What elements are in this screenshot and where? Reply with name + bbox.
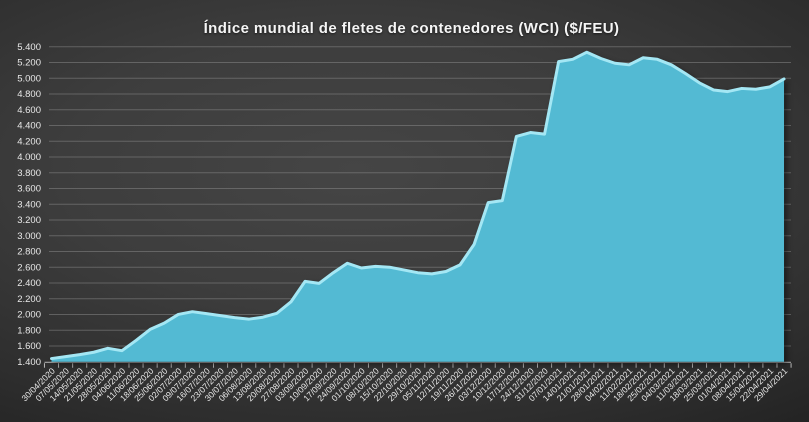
y-axis-label: 4.800 xyxy=(17,89,41,100)
y-axis-label: 3.600 xyxy=(17,184,41,195)
y-axis-label: 2.400 xyxy=(17,278,41,289)
y-axis-label: 5.000 xyxy=(17,73,41,84)
y-axis-label: 2.200 xyxy=(17,294,41,305)
y-axis-label: 3.800 xyxy=(17,168,41,179)
y-axis-label: 3.200 xyxy=(17,215,41,226)
y-axis-label: 2.800 xyxy=(17,247,41,258)
y-axis-label: 3.400 xyxy=(17,199,41,210)
area-series xyxy=(51,52,785,362)
y-axis-label: 1.400 xyxy=(17,357,41,368)
y-axis-label: 2.600 xyxy=(17,262,41,273)
y-axis-label: 5.200 xyxy=(17,58,41,69)
y-axis-label: 4.600 xyxy=(17,105,41,116)
y-axis-label: 3.000 xyxy=(17,231,41,242)
y-axis-label: 5.400 xyxy=(17,42,41,53)
y-axis-label: 1.600 xyxy=(17,341,41,352)
area-outline xyxy=(50,50,786,361)
y-axis-label: 4.000 xyxy=(17,152,41,163)
series-group xyxy=(50,50,786,362)
y-axis-label: 2.000 xyxy=(17,310,41,321)
y-axis-label: 1.800 xyxy=(17,325,41,336)
chart-title: Índice mundial de fletes de contenedores… xyxy=(203,20,620,37)
y-axis-label: 4.200 xyxy=(17,136,41,147)
y-axis-label: 4.400 xyxy=(17,121,41,132)
